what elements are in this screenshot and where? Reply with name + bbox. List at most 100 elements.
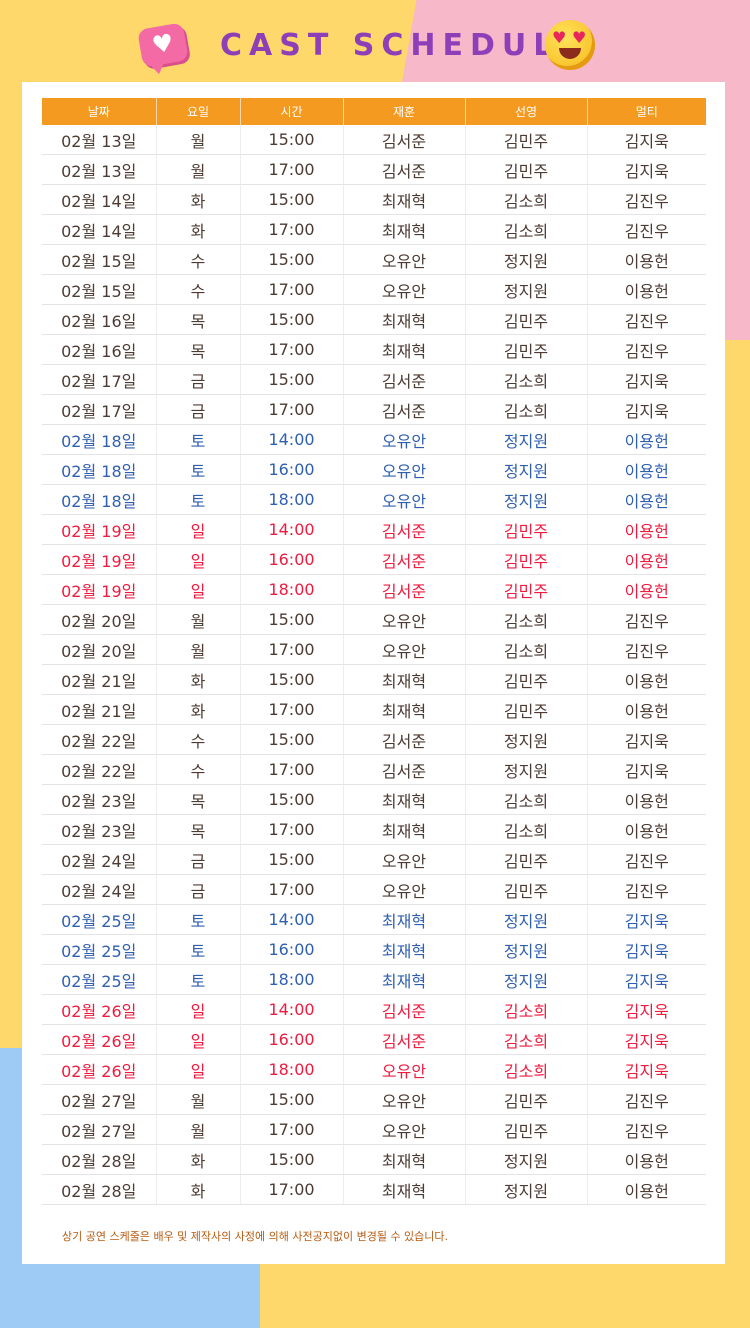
cell-time: 15:00	[240, 724, 344, 755]
cell-jaehun: 최재혁	[343, 664, 466, 695]
cell-time: 17:00	[240, 634, 344, 665]
cell-time: 14:00	[240, 424, 344, 455]
cell-seonyoung: 정지원	[465, 424, 588, 455]
table-row: 02월 24일 금 17:00 오유안 김민주 김진우	[42, 874, 706, 905]
cell-jaehun: 오유안	[343, 1114, 466, 1145]
cell-seonyoung: 김민주	[465, 844, 588, 875]
cell-jaehun: 김서준	[343, 994, 466, 1025]
cell-jaehun: 오유안	[343, 634, 466, 665]
cell-seonyoung: 김민주	[465, 664, 588, 695]
cell-day: 일	[156, 994, 241, 1025]
cell-time: 15:00	[240, 125, 344, 155]
cell-day: 토	[156, 934, 241, 965]
cell-multi: 김지욱	[587, 964, 706, 995]
cell-day: 토	[156, 424, 241, 455]
cell-jaehun: 김서준	[343, 514, 466, 545]
cell-day: 월	[156, 1084, 241, 1115]
table-row: 02월 18일 토 16:00 오유안 정지원 이용헌	[42, 454, 706, 485]
cell-seonyoung: 정지원	[465, 934, 588, 965]
cell-time: 15:00	[240, 784, 344, 815]
cell-seonyoung: 정지원	[465, 454, 588, 485]
cell-date: 02월 14일	[42, 184, 157, 215]
cell-time: 18:00	[240, 574, 344, 605]
emoji-mouth	[559, 48, 581, 59]
cell-time: 17:00	[240, 394, 344, 425]
cell-multi: 이용헌	[587, 514, 706, 545]
table-row: 02월 13일 월 17:00 김서준 김민주 김지욱	[42, 154, 706, 185]
cell-seonyoung: 정지원	[465, 244, 588, 275]
table-row: 02월 26일 일 18:00 오유안 김소희 김지욱	[42, 1054, 706, 1085]
cell-multi: 김지욱	[587, 724, 706, 755]
table-row: 02월 28일 화 15:00 최재혁 정지원 이용헌	[42, 1144, 706, 1175]
cell-multi: 이용헌	[587, 244, 706, 275]
cell-seonyoung: 김민주	[465, 334, 588, 365]
cell-seonyoung: 김소희	[465, 394, 588, 425]
table-row: 02월 28일 화 17:00 최재혁 정지원 이용헌	[42, 1174, 706, 1205]
cell-multi: 김지욱	[587, 1024, 706, 1055]
cell-jaehun: 오유안	[343, 424, 466, 455]
cell-multi: 김지욱	[587, 934, 706, 965]
cell-jaehun: 김서준	[343, 754, 466, 785]
cell-multi: 김진우	[587, 214, 706, 245]
cell-day: 일	[156, 1024, 241, 1055]
cell-time: 14:00	[240, 904, 344, 935]
cell-time: 18:00	[240, 964, 344, 995]
cell-day: 일	[156, 1054, 241, 1085]
header-date: 날짜	[42, 98, 157, 125]
cell-date: 02월 26일	[42, 1024, 157, 1055]
table-row: 02월 22일 수 17:00 김서준 정지원 김지욱	[42, 754, 706, 785]
cell-date: 02월 19일	[42, 514, 157, 545]
cell-time: 18:00	[240, 484, 344, 515]
cell-time: 17:00	[240, 334, 344, 365]
cell-jaehun: 오유안	[343, 454, 466, 485]
cell-day: 월	[156, 154, 241, 185]
cell-time: 17:00	[240, 154, 344, 185]
cell-time: 14:00	[240, 994, 344, 1025]
table-row: 02월 27일 월 15:00 오유안 김민주 김진우	[42, 1084, 706, 1115]
table-row: 02월 25일 토 14:00 최재혁 정지원 김지욱	[42, 904, 706, 935]
cell-seonyoung: 정지원	[465, 274, 588, 305]
header-role-jaehun: 재훈	[343, 98, 466, 125]
table-row: 02월 20일 월 15:00 오유안 김소희 김진우	[42, 604, 706, 635]
cell-day: 화	[156, 1174, 241, 1205]
cell-date: 02월 22일	[42, 724, 157, 755]
cell-multi: 김진우	[587, 184, 706, 215]
cell-multi: 이용헌	[587, 544, 706, 575]
table-row: 02월 24일 금 15:00 오유안 김민주 김진우	[42, 844, 706, 875]
page-header: ♥ CAST SCHEDULE ♥ ♥	[0, 20, 750, 80]
cell-time: 17:00	[240, 1114, 344, 1145]
header-role-seonyoung: 선영	[465, 98, 588, 125]
cell-seonyoung: 김소희	[465, 994, 588, 1025]
cell-multi: 이용헌	[587, 574, 706, 605]
cell-jaehun: 오유안	[343, 244, 466, 275]
cell-jaehun: 최재혁	[343, 934, 466, 965]
cell-jaehun: 김서준	[343, 364, 466, 395]
cell-jaehun: 최재혁	[343, 1144, 466, 1175]
cell-date: 02월 24일	[42, 874, 157, 905]
cell-date: 02월 17일	[42, 394, 157, 425]
table-row: 02월 15일 수 17:00 오유안 정지원 이용헌	[42, 274, 706, 305]
table-row: 02월 14일 화 17:00 최재혁 김소희 김진우	[42, 214, 706, 245]
cell-day: 화	[156, 184, 241, 215]
cell-multi: 김지욱	[587, 394, 706, 425]
table-row: 02월 27일 월 17:00 오유안 김민주 김진우	[42, 1114, 706, 1145]
cell-time: 17:00	[240, 274, 344, 305]
cell-date: 02월 23일	[42, 814, 157, 845]
header-role-multi: 멀티	[587, 98, 706, 125]
cell-date: 02월 27일	[42, 1114, 157, 1145]
cell-time: 15:00	[240, 1084, 344, 1115]
cell-seonyoung: 김민주	[465, 514, 588, 545]
table-row: 02월 16일 목 15:00 최재혁 김민주 김진우	[42, 304, 706, 335]
cell-multi: 김지욱	[587, 754, 706, 785]
cell-multi: 김지욱	[587, 364, 706, 395]
cell-multi: 김진우	[587, 844, 706, 875]
cell-day: 금	[156, 874, 241, 905]
cell-date: 02월 19일	[42, 574, 157, 605]
cell-seonyoung: 김민주	[465, 1114, 588, 1145]
cell-day: 화	[156, 214, 241, 245]
heart-eye-left-icon: ♥	[552, 28, 567, 47]
cell-time: 15:00	[240, 664, 344, 695]
cell-time: 15:00	[240, 304, 344, 335]
table-row: 02월 25일 토 18:00 최재혁 정지원 김지욱	[42, 964, 706, 995]
heart-eyes-emoji-icon: ♥ ♥	[545, 20, 595, 70]
